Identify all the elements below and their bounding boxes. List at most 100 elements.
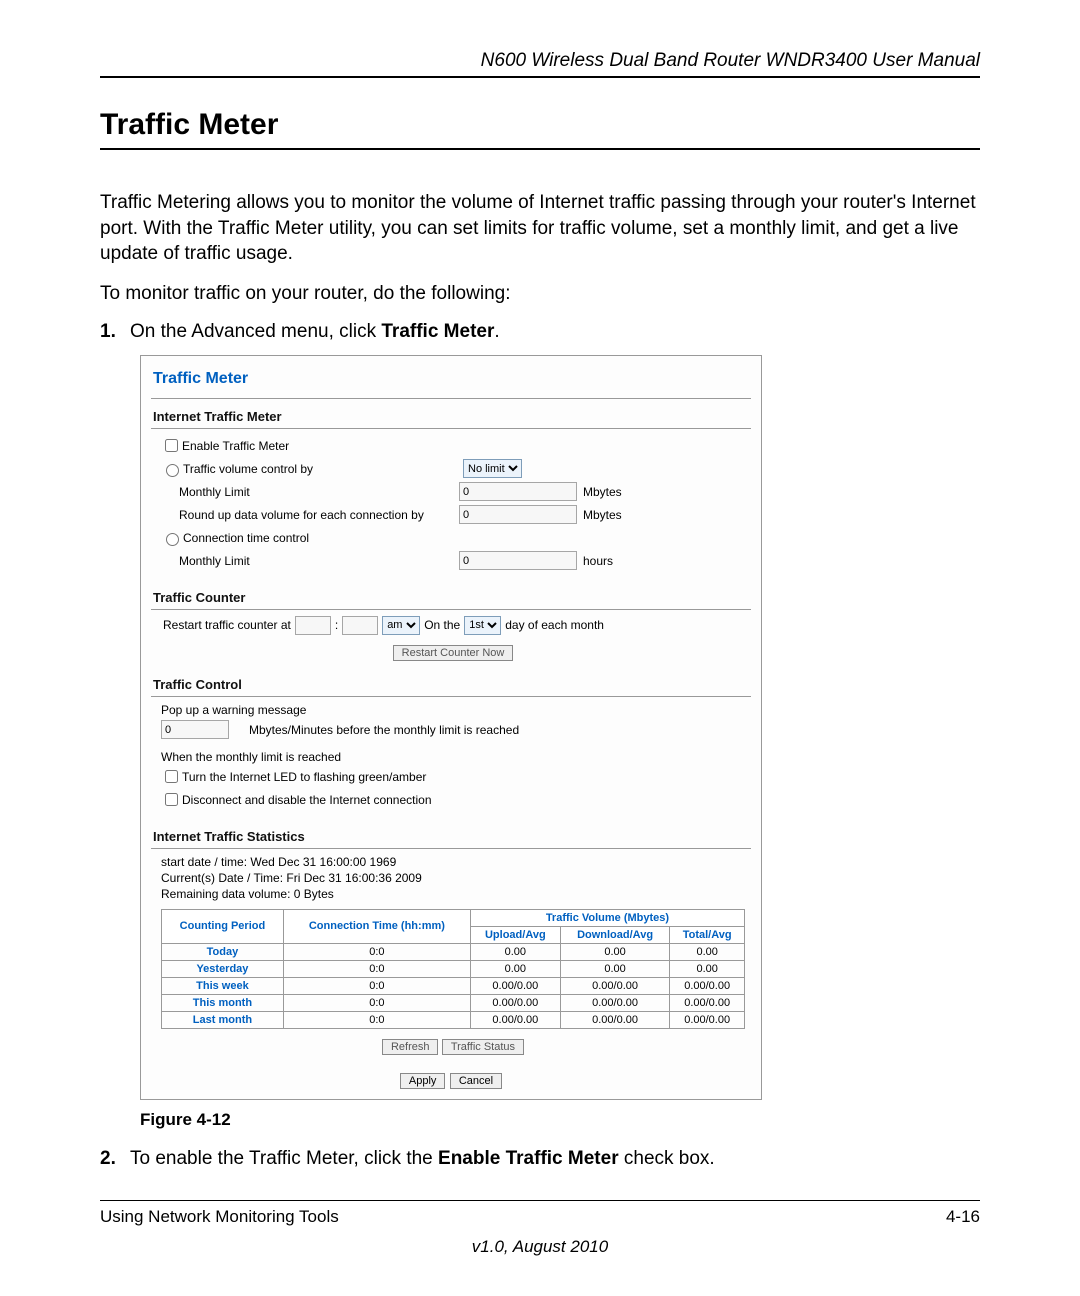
stats-table: Counting Period Connection Time (hh:mm) … (161, 909, 745, 1029)
cell-upload: 0.00 (470, 943, 560, 960)
refresh-button[interactable]: Refresh (382, 1039, 439, 1055)
traffic-meter-panel: Traffic Meter Internet Traffic Meter Ena… (140, 355, 762, 1100)
dayofmonth-label: day of each month (505, 618, 604, 632)
cell-period: Today (162, 943, 284, 960)
th-upload: Upload/Avg (470, 926, 560, 943)
intro-p1: Traffic Metering allows you to monitor t… (100, 190, 980, 267)
step-1: 1. On the Advanced menu, click Traffic M… (100, 321, 980, 343)
traffic-volume-radio[interactable] (166, 464, 179, 477)
step-1-text-b: Traffic Meter (381, 321, 494, 342)
roundup-unit: Mbytes (583, 508, 622, 522)
restart-ampm-select[interactable]: am (382, 616, 420, 635)
start-date-text: start date / time: Wed Dec 31 16:00:00 1… (161, 855, 745, 869)
popup-after-label: Mbytes/Minutes before the monthly limit … (249, 723, 519, 737)
intro-text: Traffic Metering allows you to monitor t… (100, 190, 980, 307)
footer-left: Using Network Monitoring Tools (100, 1207, 339, 1227)
restart-day-select[interactable]: 1st (464, 616, 501, 635)
restart-min-input[interactable] (342, 616, 378, 635)
cell-conn: 0:0 (283, 960, 470, 977)
cell-period: This month (162, 994, 284, 1011)
step-2-text-b: Enable Traffic Meter (438, 1148, 619, 1169)
cell-download: 0.00/0.00 (560, 994, 670, 1011)
cell-conn: 0:0 (283, 977, 470, 994)
traffic-status-button[interactable]: Traffic Status (442, 1039, 524, 1055)
table-row: Today0:00.000.000.00 (162, 943, 745, 960)
roundup-label: Round up data volume for each connection… (179, 508, 459, 522)
cell-conn: 0:0 (283, 1011, 470, 1028)
cell-total: 0.00/0.00 (670, 994, 745, 1011)
restart-label: Restart traffic counter at (163, 618, 291, 632)
figure-label: Figure 4-12 (140, 1110, 980, 1130)
cell-period: Yesterday (162, 960, 284, 977)
th-download: Download/Avg (560, 926, 670, 943)
th-volume: Traffic Volume (Mbytes) (470, 909, 744, 926)
monthly-limit-label: Monthly Limit (179, 485, 459, 499)
step-1-text-c: . (494, 321, 499, 342)
section-traffic-statistics: Internet Traffic Statistics (151, 825, 751, 849)
cell-total: 0.00/0.00 (670, 1011, 745, 1028)
monthly-limit-input[interactable] (459, 482, 577, 501)
cell-total: 0.00 (670, 960, 745, 977)
cell-total: 0.00 (670, 943, 745, 960)
colon: : (335, 618, 338, 632)
th-period: Counting Period (162, 909, 284, 943)
section-internet-traffic-meter: Internet Traffic Meter (151, 405, 751, 429)
popup-value-input[interactable] (161, 720, 229, 739)
th-conn: Connection Time (hh:mm) (283, 909, 470, 943)
step-2-text-a: To enable the Traffic Meter, click the (130, 1148, 438, 1169)
current-date-text: Current(s) Date / Time: Fri Dec 31 16:00… (161, 871, 745, 885)
cell-total: 0.00/0.00 (670, 977, 745, 994)
cell-upload: 0.00 (470, 960, 560, 977)
cancel-button[interactable]: Cancel (450, 1073, 502, 1089)
conn-monthly-limit-unit: hours (583, 554, 613, 568)
disconnect-label: Disconnect and disable the Internet conn… (182, 793, 432, 807)
cell-period: This week (162, 977, 284, 994)
page-footer: Using Network Monitoring Tools 4-16 (100, 1200, 980, 1227)
conn-monthly-limit-label: Monthly Limit (179, 554, 459, 568)
step-2-text-c: check box. (619, 1148, 715, 1169)
intro-p2: To monitor traffic on your router, do th… (100, 281, 980, 307)
section-traffic-counter: Traffic Counter (151, 586, 751, 610)
version-text: v1.0, August 2010 (100, 1237, 980, 1257)
cell-download: 0.00/0.00 (560, 977, 670, 994)
cell-period: Last month (162, 1011, 284, 1028)
cell-conn: 0:0 (283, 994, 470, 1011)
page-title: Traffic Meter (100, 108, 980, 150)
panel-title: Traffic Meter (151, 366, 751, 399)
conn-monthly-limit-input[interactable] (459, 551, 577, 570)
step-1-number: 1. (100, 321, 130, 343)
restart-hour-input[interactable] (295, 616, 331, 635)
apply-button[interactable]: Apply (400, 1073, 446, 1089)
enable-traffic-meter-checkbox[interactable] (165, 439, 178, 452)
led-checkbox[interactable] (165, 770, 178, 783)
connection-time-radio[interactable] (166, 533, 179, 546)
page-header: N600 Wireless Dual Band Router WNDR3400 … (100, 50, 980, 78)
remaining-text: Remaining data volume: 0 Bytes (161, 887, 745, 901)
monthly-limit-unit: Mbytes (583, 485, 622, 499)
step-1-text-a: On the Advanced menu, click (130, 321, 381, 342)
enable-traffic-meter-label: Enable Traffic Meter (182, 439, 289, 453)
cell-upload: 0.00/0.00 (470, 977, 560, 994)
cell-conn: 0:0 (283, 943, 470, 960)
table-row: Last month0:00.00/0.000.00/0.000.00/0.00 (162, 1011, 745, 1028)
led-label: Turn the Internet LED to flashing green/… (182, 770, 426, 784)
onthe-label: On the (424, 618, 460, 632)
cell-download: 0.00 (560, 943, 670, 960)
th-total: Total/Avg (670, 926, 745, 943)
section-traffic-control: Traffic Control (151, 673, 751, 697)
cell-upload: 0.00/0.00 (470, 994, 560, 1011)
table-row: Yesterday0:00.000.000.00 (162, 960, 745, 977)
when-limit-label: When the monthly limit is reached (161, 750, 745, 764)
table-row: This month0:00.00/0.000.00/0.000.00/0.00 (162, 994, 745, 1011)
cell-upload: 0.00/0.00 (470, 1011, 560, 1028)
connection-time-label: Connection time control (183, 531, 309, 545)
table-row: This week0:00.00/0.000.00/0.000.00/0.00 (162, 977, 745, 994)
step-2-number: 2. (100, 1148, 130, 1170)
cell-download: 0.00 (560, 960, 670, 977)
disconnect-checkbox[interactable] (165, 793, 178, 806)
traffic-volume-select[interactable]: No limit (463, 459, 522, 478)
restart-counter-button[interactable]: Restart Counter Now (393, 645, 514, 661)
roundup-input[interactable] (459, 505, 577, 524)
traffic-volume-label: Traffic volume control by (183, 462, 463, 476)
cell-download: 0.00/0.00 (560, 1011, 670, 1028)
